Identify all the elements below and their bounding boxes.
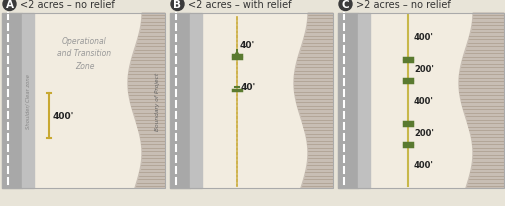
Text: 400': 400' <box>413 33 433 42</box>
Bar <box>337 14 358 188</box>
Text: 400': 400' <box>413 97 433 105</box>
Text: C: C <box>341 0 348 10</box>
Text: A: A <box>6 0 14 10</box>
Text: <2 acres – no relief: <2 acres – no relief <box>20 0 115 10</box>
Bar <box>170 14 332 188</box>
Bar <box>189 14 201 188</box>
Text: 40': 40' <box>240 82 256 91</box>
Bar <box>337 14 503 188</box>
Text: 400': 400' <box>53 111 74 121</box>
Polygon shape <box>128 14 165 188</box>
Text: 40': 40' <box>239 41 255 50</box>
Bar <box>22 14 34 188</box>
Text: Shoulder/ Clear zone: Shoulder/ Clear zone <box>25 74 30 128</box>
Text: 200': 200' <box>413 65 433 74</box>
Text: <2 acres – with relief: <2 acres – with relief <box>188 0 291 10</box>
Circle shape <box>338 0 351 12</box>
Polygon shape <box>293 14 332 188</box>
Text: B: B <box>173 0 181 10</box>
Circle shape <box>171 0 184 12</box>
Text: 200': 200' <box>413 128 433 137</box>
Text: Operational
and Transition
Zone: Operational and Transition Zone <box>58 37 111 71</box>
Bar <box>2 14 165 188</box>
Text: Boundary of Project: Boundary of Project <box>154 72 159 130</box>
Bar <box>337 14 503 188</box>
Bar <box>358 14 369 188</box>
Bar <box>2 14 165 188</box>
Polygon shape <box>458 14 503 188</box>
Bar <box>170 14 332 188</box>
Text: 400': 400' <box>413 160 433 169</box>
Text: >2 acres – no relief: >2 acres – no relief <box>356 0 450 10</box>
Bar <box>170 14 189 188</box>
Bar <box>2 14 22 188</box>
Circle shape <box>3 0 16 12</box>
